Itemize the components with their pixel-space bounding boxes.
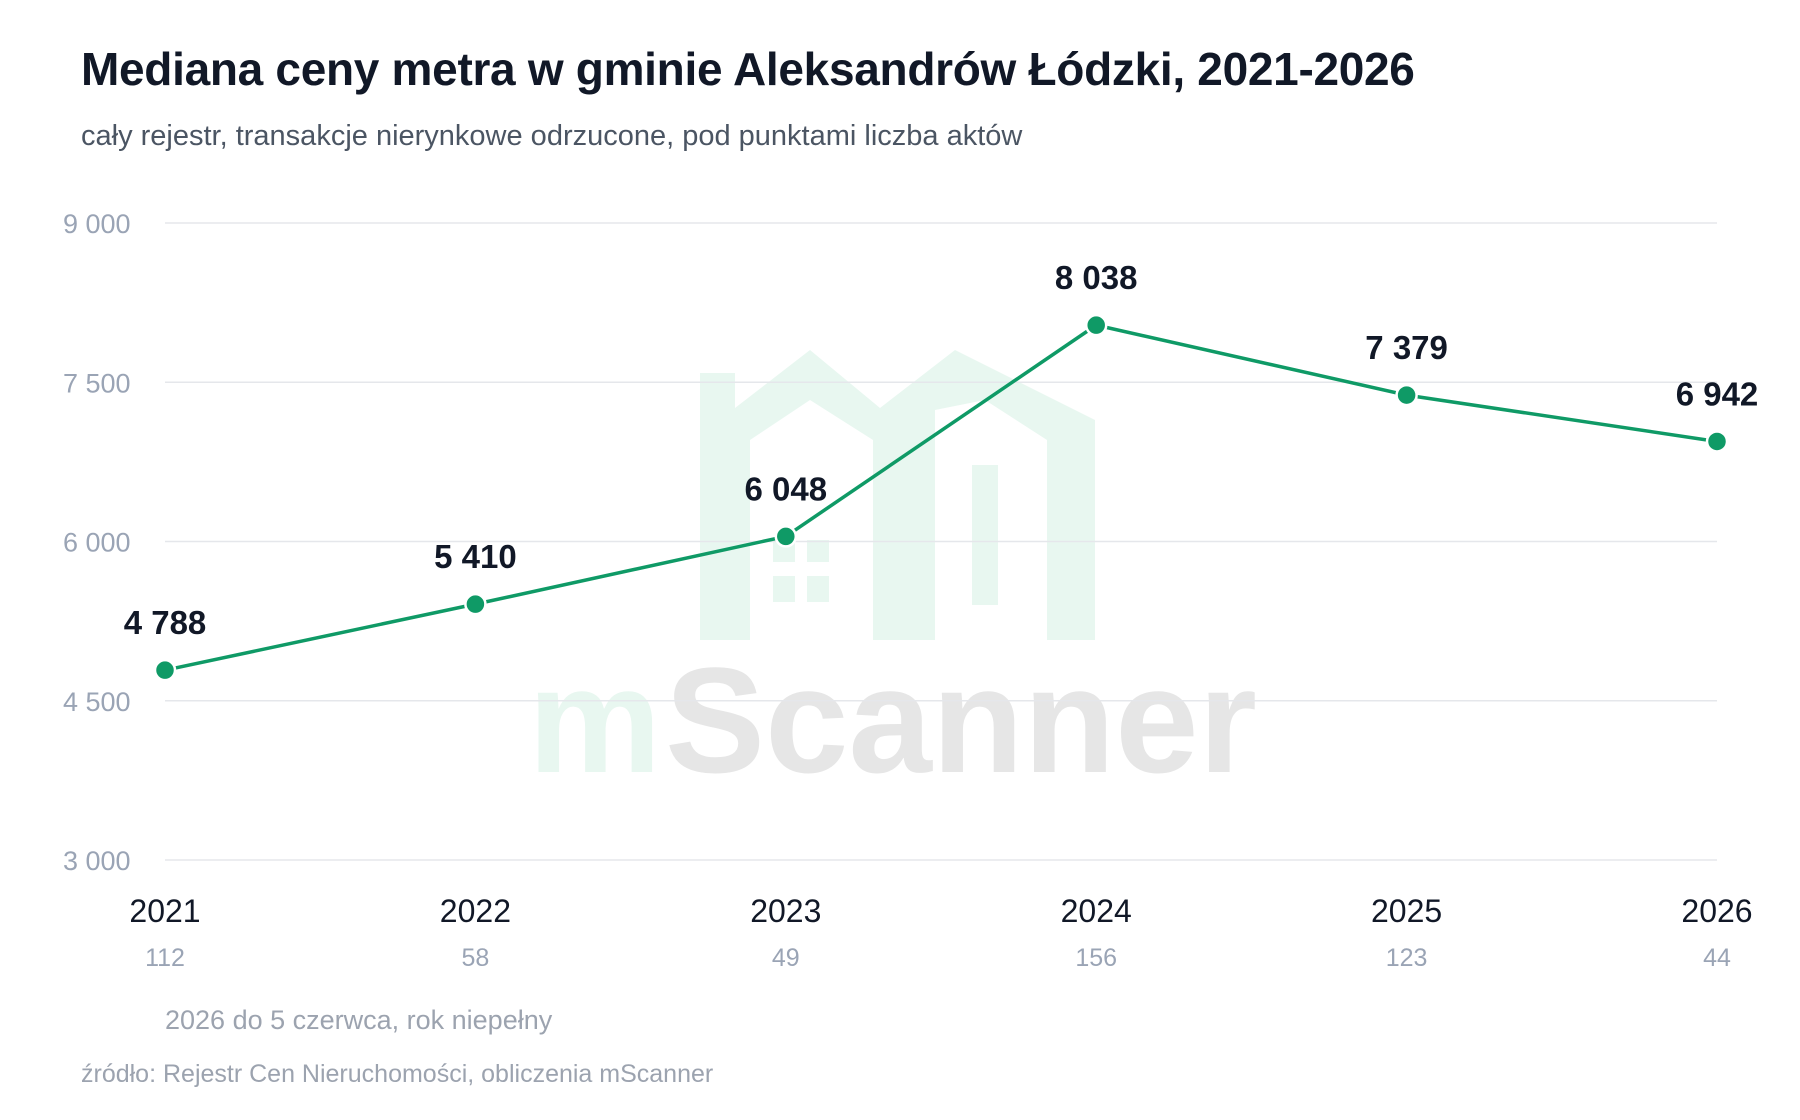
grid-lines bbox=[165, 222, 1717, 861]
data-point bbox=[153, 658, 177, 682]
transaction-count-label: 58 bbox=[461, 944, 489, 972]
data-point bbox=[1395, 383, 1418, 407]
y-tick-label: 3 000 bbox=[63, 846, 131, 876]
transaction-count-label: 156 bbox=[1075, 944, 1117, 972]
transaction-count-label: 44 bbox=[1703, 944, 1731, 972]
data-label: 7 379 bbox=[1365, 329, 1448, 366]
x-tick-label: 2021 bbox=[129, 893, 200, 929]
data-label: 8 038 bbox=[1055, 259, 1138, 296]
series-line: 4 788 5 410 6 048 8 038 7 379 6 942 bbox=[124, 259, 1759, 682]
series-path bbox=[164, 323, 1718, 672]
data-label: 4 788 bbox=[124, 604, 207, 641]
x-axis: 2021 112 2022 58 2023 49 2024 156 2025 123 2026 44 bbox=[129, 893, 1752, 972]
transaction-count-label: 123 bbox=[1386, 944, 1428, 972]
transaction-count-label: 112 bbox=[145, 944, 185, 972]
data-label: 6 942 bbox=[1676, 375, 1759, 412]
mscanner-watermark: m Scanner bbox=[528, 350, 1257, 804]
y-tick-label: 6 000 bbox=[63, 528, 131, 558]
watermark-text-rest: Scanner bbox=[665, 636, 1257, 804]
x-tick-label: 2026 bbox=[1681, 893, 1752, 929]
y-axis: 3 000 4 500 6 000 7 500 9 000 bbox=[63, 209, 131, 876]
y-tick-label: 9 000 bbox=[63, 209, 131, 239]
data-label: 5 410 bbox=[434, 538, 517, 575]
x-tick-label: 2023 bbox=[750, 893, 821, 929]
data-label: 6 048 bbox=[745, 470, 828, 507]
chart-subtitle: cały rejestr, transakcje nierynkowe odrz… bbox=[81, 120, 1023, 152]
x-tick-label: 2022 bbox=[440, 893, 511, 929]
data-point bbox=[1084, 313, 1108, 337]
footnote: 2026 do 5 czerwca, rok niepełny bbox=[165, 1005, 553, 1035]
data-point bbox=[464, 592, 487, 616]
source-note: źródło: Rejestr Cen Nieruchomości, oblic… bbox=[81, 1060, 714, 1088]
transaction-count-label: 49 bbox=[772, 944, 800, 972]
data-point bbox=[1705, 430, 1729, 453]
y-tick-label: 7 500 bbox=[63, 368, 131, 398]
x-tick-label: 2025 bbox=[1371, 893, 1442, 929]
chart-title: Mediana ceny metra w gminie Aleksandrów … bbox=[81, 43, 1415, 95]
watermark-text-prefix: m bbox=[528, 636, 661, 804]
data-point bbox=[774, 525, 798, 548]
x-tick-label: 2024 bbox=[1061, 893, 1132, 929]
y-tick-label: 4 500 bbox=[63, 687, 131, 717]
